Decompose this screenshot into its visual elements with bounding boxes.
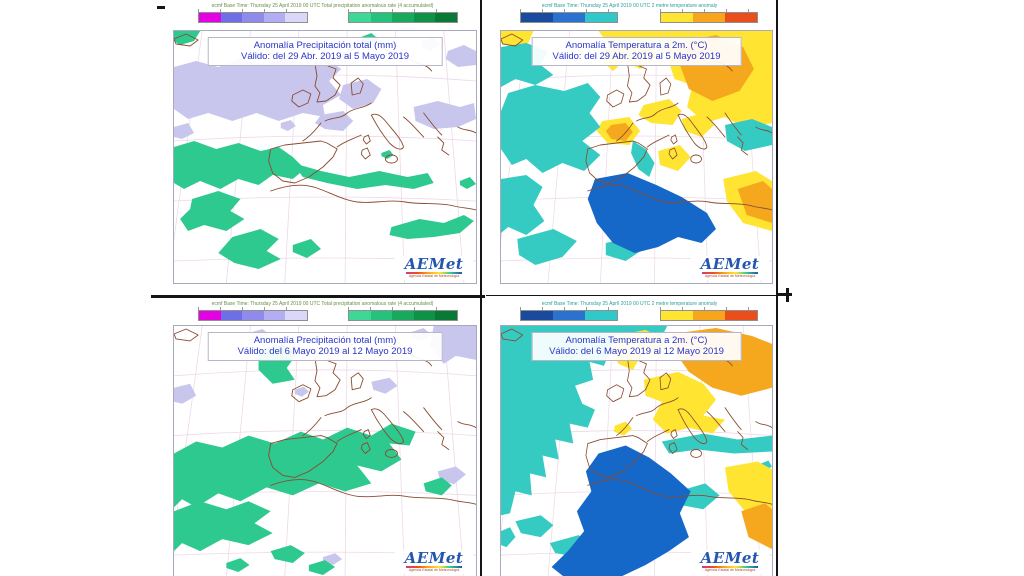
precipitation-colorbar-positive bbox=[348, 307, 458, 321]
map-validity: Válido: del 6 Mayo 2019 al 12 Mayo 2019 bbox=[549, 346, 724, 357]
aemet-logo: AEMet Agencia Estatal de Meteorología bbox=[691, 550, 769, 574]
forecast-base-time-text: ecmf Base Time: Thursday 25 April 2019 0… bbox=[541, 301, 718, 307]
forecast-base-time-text: ecmf Base Time: Thursday 25 April 2019 0… bbox=[541, 3, 718, 9]
temperature-colorbar-positive bbox=[660, 9, 758, 23]
aemet-logo-bar bbox=[406, 272, 462, 274]
precipitation-colorbar-positive bbox=[348, 9, 458, 23]
aemet-logo-text: AEMet bbox=[404, 549, 464, 567]
aemet-logo-tagline: Agencia Estatal de Meteorología bbox=[704, 274, 756, 278]
map-validity: Válido: del 29 Abr. 2019 al 5 Mayo 2019 bbox=[552, 51, 721, 62]
temperature-colorbar-negative bbox=[520, 307, 618, 321]
map-title-box: Anomalía Temperatura a 2m. (°C) Válido: … bbox=[531, 332, 742, 361]
aemet-logo: AEMet Agencia Estatal de Meteorología bbox=[395, 550, 473, 574]
temperature-colorbar-positive bbox=[660, 307, 758, 321]
page-divider-vertical-center bbox=[480, 0, 482, 576]
aemet-logo-tagline: Agencia Estatal de Meteorología bbox=[408, 274, 460, 278]
page-border-tick-right bbox=[786, 288, 789, 302]
anomaly-map-precipitation-week2: Anomalía Precipitación total (mm) Válido… bbox=[173, 325, 477, 576]
page-divider-vertical-right bbox=[776, 0, 778, 576]
map-title: Anomalía Precipitación total (mm) bbox=[253, 335, 397, 346]
map-panel-temperature-week2: ecmf Base Time: Thursday 25 April 2019 0… bbox=[483, 298, 776, 576]
aemet-logo-text: AEMet bbox=[404, 255, 464, 273]
map-title: Anomalía Temperatura a 2m. (°C) bbox=[565, 40, 708, 51]
aemet-logo-bar bbox=[702, 566, 758, 568]
precipitation-colorbar-negative bbox=[198, 307, 308, 321]
anomaly-map-svg bbox=[174, 326, 476, 576]
map-title: Anomalía Precipitación total (mm) bbox=[253, 40, 397, 51]
aemet-logo: AEMet Agencia Estatal de Meteorología bbox=[395, 256, 473, 280]
aemet-logo-bar bbox=[702, 272, 758, 274]
map-title: Anomalía Temperatura a 2m. (°C) bbox=[565, 335, 708, 346]
aemet-logo-tagline: Agencia Estatal de Meteorología bbox=[408, 568, 460, 572]
precipitation-colorbar-negative bbox=[198, 9, 308, 23]
forecast-base-time-text: ecmf Base Time: Thursday 25 April 2019 0… bbox=[211, 301, 434, 307]
aemet-logo-text: AEMet bbox=[700, 549, 760, 567]
anomaly-map-temperature-week2: Anomalía Temperatura a 2m. (°C) Válido: … bbox=[500, 325, 773, 576]
map-title-box: Anomalía Precipitación total (mm) Válido… bbox=[207, 332, 443, 361]
anomaly-map-svg bbox=[501, 31, 772, 283]
aemet-logo-text: AEMet bbox=[700, 255, 760, 273]
anomaly-map-precipitation-week1: Anomalía Precipitación total (mm) Válido… bbox=[173, 30, 477, 284]
aemet-logo: AEMet Agencia Estatal de Meteorología bbox=[691, 256, 769, 280]
anomaly-map-temperature-week1: Anomalía Temperatura a 2m. (°C) Válido: … bbox=[500, 30, 773, 284]
forecast-base-time-text: ecmf Base Time: Thursday 25 April 2019 0… bbox=[211, 3, 434, 9]
anomaly-map-svg bbox=[501, 326, 772, 576]
aemet-logo-bar bbox=[406, 566, 462, 568]
map-validity: Válido: del 6 Mayo 2019 al 12 Mayo 2019 bbox=[237, 346, 413, 357]
page-divider-horizontal-left bbox=[151, 295, 485, 298]
map-panel-precipitation-week2: ecmf Base Time: Thursday 25 April 2019 0… bbox=[165, 298, 480, 576]
map-title-box: Anomalía Temperatura a 2m. (°C) Válido: … bbox=[531, 37, 742, 66]
aemet-logo-tagline: Agencia Estatal de Meteorología bbox=[704, 568, 756, 572]
map-panel-precipitation-week1: ecmf Base Time: Thursday 25 April 2019 0… bbox=[165, 0, 480, 295]
map-panel-temperature-week1: ecmf Base Time: Thursday 25 April 2019 0… bbox=[483, 0, 776, 295]
map-title-box: Anomalía Precipitación total (mm) Válido… bbox=[207, 37, 443, 66]
anomaly-map-svg bbox=[174, 31, 476, 283]
temperature-colorbar-negative bbox=[520, 9, 618, 23]
map-validity: Válido: del 29 Abr. 2019 al 5 Mayo 2019 bbox=[241, 51, 409, 62]
